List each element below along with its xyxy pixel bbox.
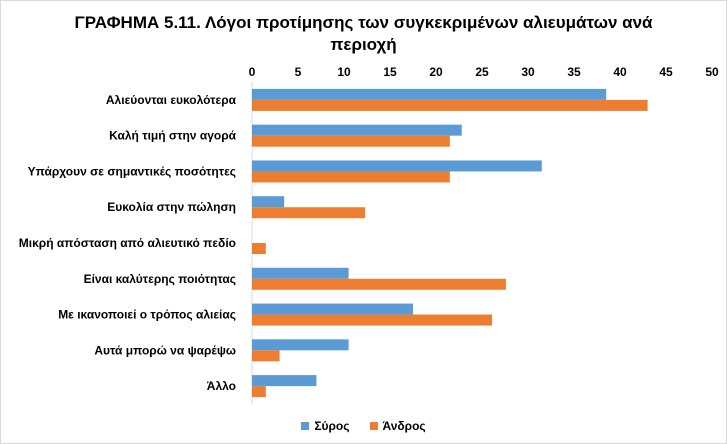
x-tick-label: 35 (567, 65, 581, 79)
category-label: Καλή τιμή στην αγορά (109, 129, 237, 143)
bar-andros (252, 135, 450, 147)
category-label: Αλιεύονται ευκολότερα (106, 93, 237, 107)
bar-syros (252, 196, 285, 208)
bar-andros (252, 99, 648, 111)
bar-andros (252, 171, 450, 183)
x-tick-label: 40 (613, 65, 627, 79)
category-label: Με ικανοποιεί ο τρόπος αλιείας (58, 308, 236, 322)
bar-syros (252, 88, 607, 100)
bar-syros (252, 303, 413, 315)
category-label: Υπάρχουν σε σημαντικές ποσότητες (28, 164, 236, 178)
x-tick-label: 0 (249, 65, 256, 79)
bar-andros (252, 278, 506, 290)
bar-syros (252, 124, 462, 136)
x-tick-label: 30 (521, 65, 535, 79)
bar-syros (252, 267, 349, 279)
x-tick-label: 5 (295, 65, 302, 79)
category-label: Μικρή απόσταση από αλιευτικό πεδίο (19, 236, 236, 250)
bar-andros (252, 243, 266, 254)
x-tick-label: 25 (475, 65, 489, 79)
category-label: Ευκολία στην πώληση (107, 200, 236, 214)
chart-title: ΓΡΑΦΗΜΑ 5.11. Λόγοι προτίμησης των συγκε… (0, 12, 727, 56)
category-label: Άλλο (207, 379, 236, 393)
x-tick-label: 10 (337, 65, 351, 79)
legend-swatch-andros (369, 422, 378, 430)
bar-syros (252, 160, 542, 172)
bar-andros (252, 350, 280, 362)
legend: Σύρος Άνδρος (0, 419, 727, 433)
x-tick-label: 45 (659, 65, 673, 79)
bar-andros (252, 314, 493, 326)
x-tick-label: 50 (705, 65, 719, 79)
legend-item-syros: Σύρος (301, 419, 350, 433)
category-label: Αυτά μπορώ να ψαρέψω (94, 343, 236, 357)
legend-swatch-syros (301, 422, 310, 430)
x-tick-label: 15 (383, 65, 397, 79)
chart-title-line-2: περιοχή (330, 35, 397, 54)
x-tick-label: 20 (429, 65, 443, 79)
bar-syros (252, 375, 317, 387)
bar-andros (252, 386, 266, 398)
bar-syros (252, 339, 349, 351)
legend-label-syros: Σύρος (314, 419, 350, 433)
bar-andros (252, 207, 366, 219)
category-label: Είναι καλύτερης ποιότητας (84, 272, 236, 286)
chart-title-line-1: ΓΡΑΦΗΜΑ 5.11. Λόγοι προτίμησης των συγκε… (74, 13, 653, 32)
legend-label-andros: Άνδρος (382, 419, 426, 433)
legend-item-andros: Άνδρος (369, 419, 426, 433)
